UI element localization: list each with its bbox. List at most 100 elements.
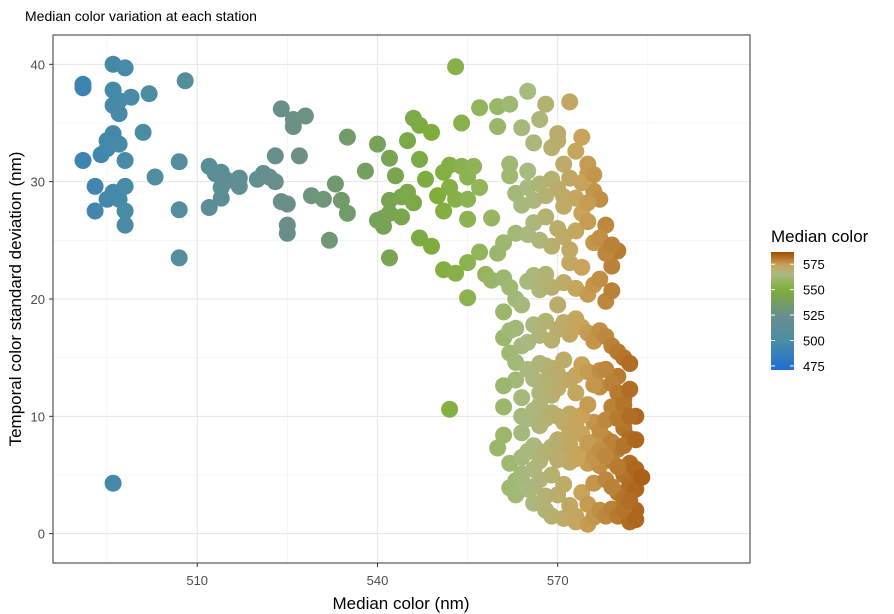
- legend-label: 575: [803, 257, 825, 272]
- data-point: [356, 162, 374, 180]
- data-point: [591, 270, 609, 288]
- data-point: [122, 88, 140, 106]
- data-point: [86, 202, 104, 220]
- data-point: [603, 236, 621, 254]
- data-point: [387, 167, 404, 185]
- data-point: [621, 355, 639, 372]
- x-axis: 510 540 570: [186, 563, 569, 588]
- data-point: [537, 312, 555, 330]
- data-point: [543, 237, 561, 255]
- data-point: [369, 135, 386, 153]
- legend-label: 550: [803, 283, 825, 298]
- data-point: [459, 210, 477, 228]
- data-point: [278, 224, 296, 242]
- data-point: [585, 376, 603, 394]
- data-point: [170, 153, 188, 171]
- chart-title: Median color variation at each station: [25, 8, 257, 24]
- data-point: [453, 114, 471, 132]
- y-tick-label: 30: [31, 175, 45, 190]
- data-point: [399, 132, 416, 150]
- data-point: [597, 360, 615, 378]
- data-point: [489, 439, 507, 457]
- y-tick-label: 40: [31, 57, 45, 72]
- data-point: [513, 119, 531, 137]
- data-point: [393, 208, 410, 226]
- data-point: [603, 257, 621, 275]
- data-point: [116, 216, 134, 234]
- data-point: [513, 424, 531, 442]
- data-point: [555, 155, 573, 173]
- data-point: [170, 249, 188, 267]
- data-point: [459, 289, 477, 307]
- data-point: [543, 466, 561, 484]
- data-point: [531, 396, 549, 414]
- data-point: [597, 216, 615, 234]
- data-point: [621, 492, 639, 510]
- legend-title: Median color: [771, 227, 869, 246]
- legend-ticks: 475 500 525 550 575: [771, 257, 825, 374]
- data-point: [212, 189, 230, 207]
- x-tick-label: 570: [547, 573, 569, 588]
- data-point: [278, 195, 296, 213]
- data-point: [519, 162, 537, 180]
- data-point: [134, 123, 152, 141]
- data-point: [627, 431, 645, 449]
- x-tick-label: 540: [367, 573, 389, 588]
- data-point: [585, 166, 603, 184]
- data-point: [320, 231, 338, 249]
- data-point: [170, 201, 188, 219]
- data-point: [597, 447, 615, 465]
- data-point: [501, 155, 519, 173]
- data-point: [567, 222, 585, 240]
- legend-label: 475: [803, 359, 825, 374]
- data-point: [621, 407, 639, 425]
- data-point: [447, 58, 465, 76]
- data-point: [447, 264, 465, 282]
- data-point: [621, 380, 639, 398]
- data-point: [423, 123, 440, 141]
- data-point: [405, 194, 422, 212]
- data-point: [495, 377, 513, 395]
- data-point: [338, 204, 356, 222]
- data-point: [176, 72, 194, 90]
- legend-label: 500: [803, 334, 825, 349]
- data-point: [459, 190, 477, 208]
- data-point: [555, 197, 573, 215]
- data-point: [471, 99, 489, 117]
- data-point: [74, 79, 92, 97]
- data-point: [86, 177, 104, 195]
- data-point: [110, 135, 128, 153]
- data-point: [513, 389, 531, 407]
- data-point: [272, 100, 290, 118]
- data-point: [495, 398, 513, 416]
- data-point: [116, 152, 134, 169]
- data-point: [633, 468, 651, 486]
- data-point: [441, 400, 459, 418]
- data-point: [314, 190, 332, 208]
- data-point: [495, 234, 513, 252]
- data-point: [116, 202, 134, 220]
- data-point: [501, 95, 519, 113]
- data-point: [200, 199, 218, 216]
- data-point: [104, 474, 122, 492]
- data-point: [561, 241, 579, 259]
- data-point: [549, 180, 567, 198]
- data-point: [507, 319, 525, 337]
- data-point: [525, 134, 543, 152]
- data-point: [537, 208, 555, 226]
- data-point: [423, 237, 440, 255]
- grid-major: [53, 35, 750, 563]
- data-point: [501, 167, 519, 185]
- data-point: [567, 384, 585, 402]
- data-point: [110, 105, 128, 123]
- data-point: [146, 168, 164, 186]
- legend-label: 525: [803, 308, 825, 323]
- data-point: [519, 82, 537, 100]
- data-point: [555, 351, 573, 369]
- data-point: [290, 147, 308, 165]
- data-point: [579, 396, 597, 414]
- y-tick-label: 20: [31, 292, 45, 307]
- data-point: [531, 111, 549, 128]
- data-point: [567, 142, 585, 160]
- data-point: [561, 93, 579, 111]
